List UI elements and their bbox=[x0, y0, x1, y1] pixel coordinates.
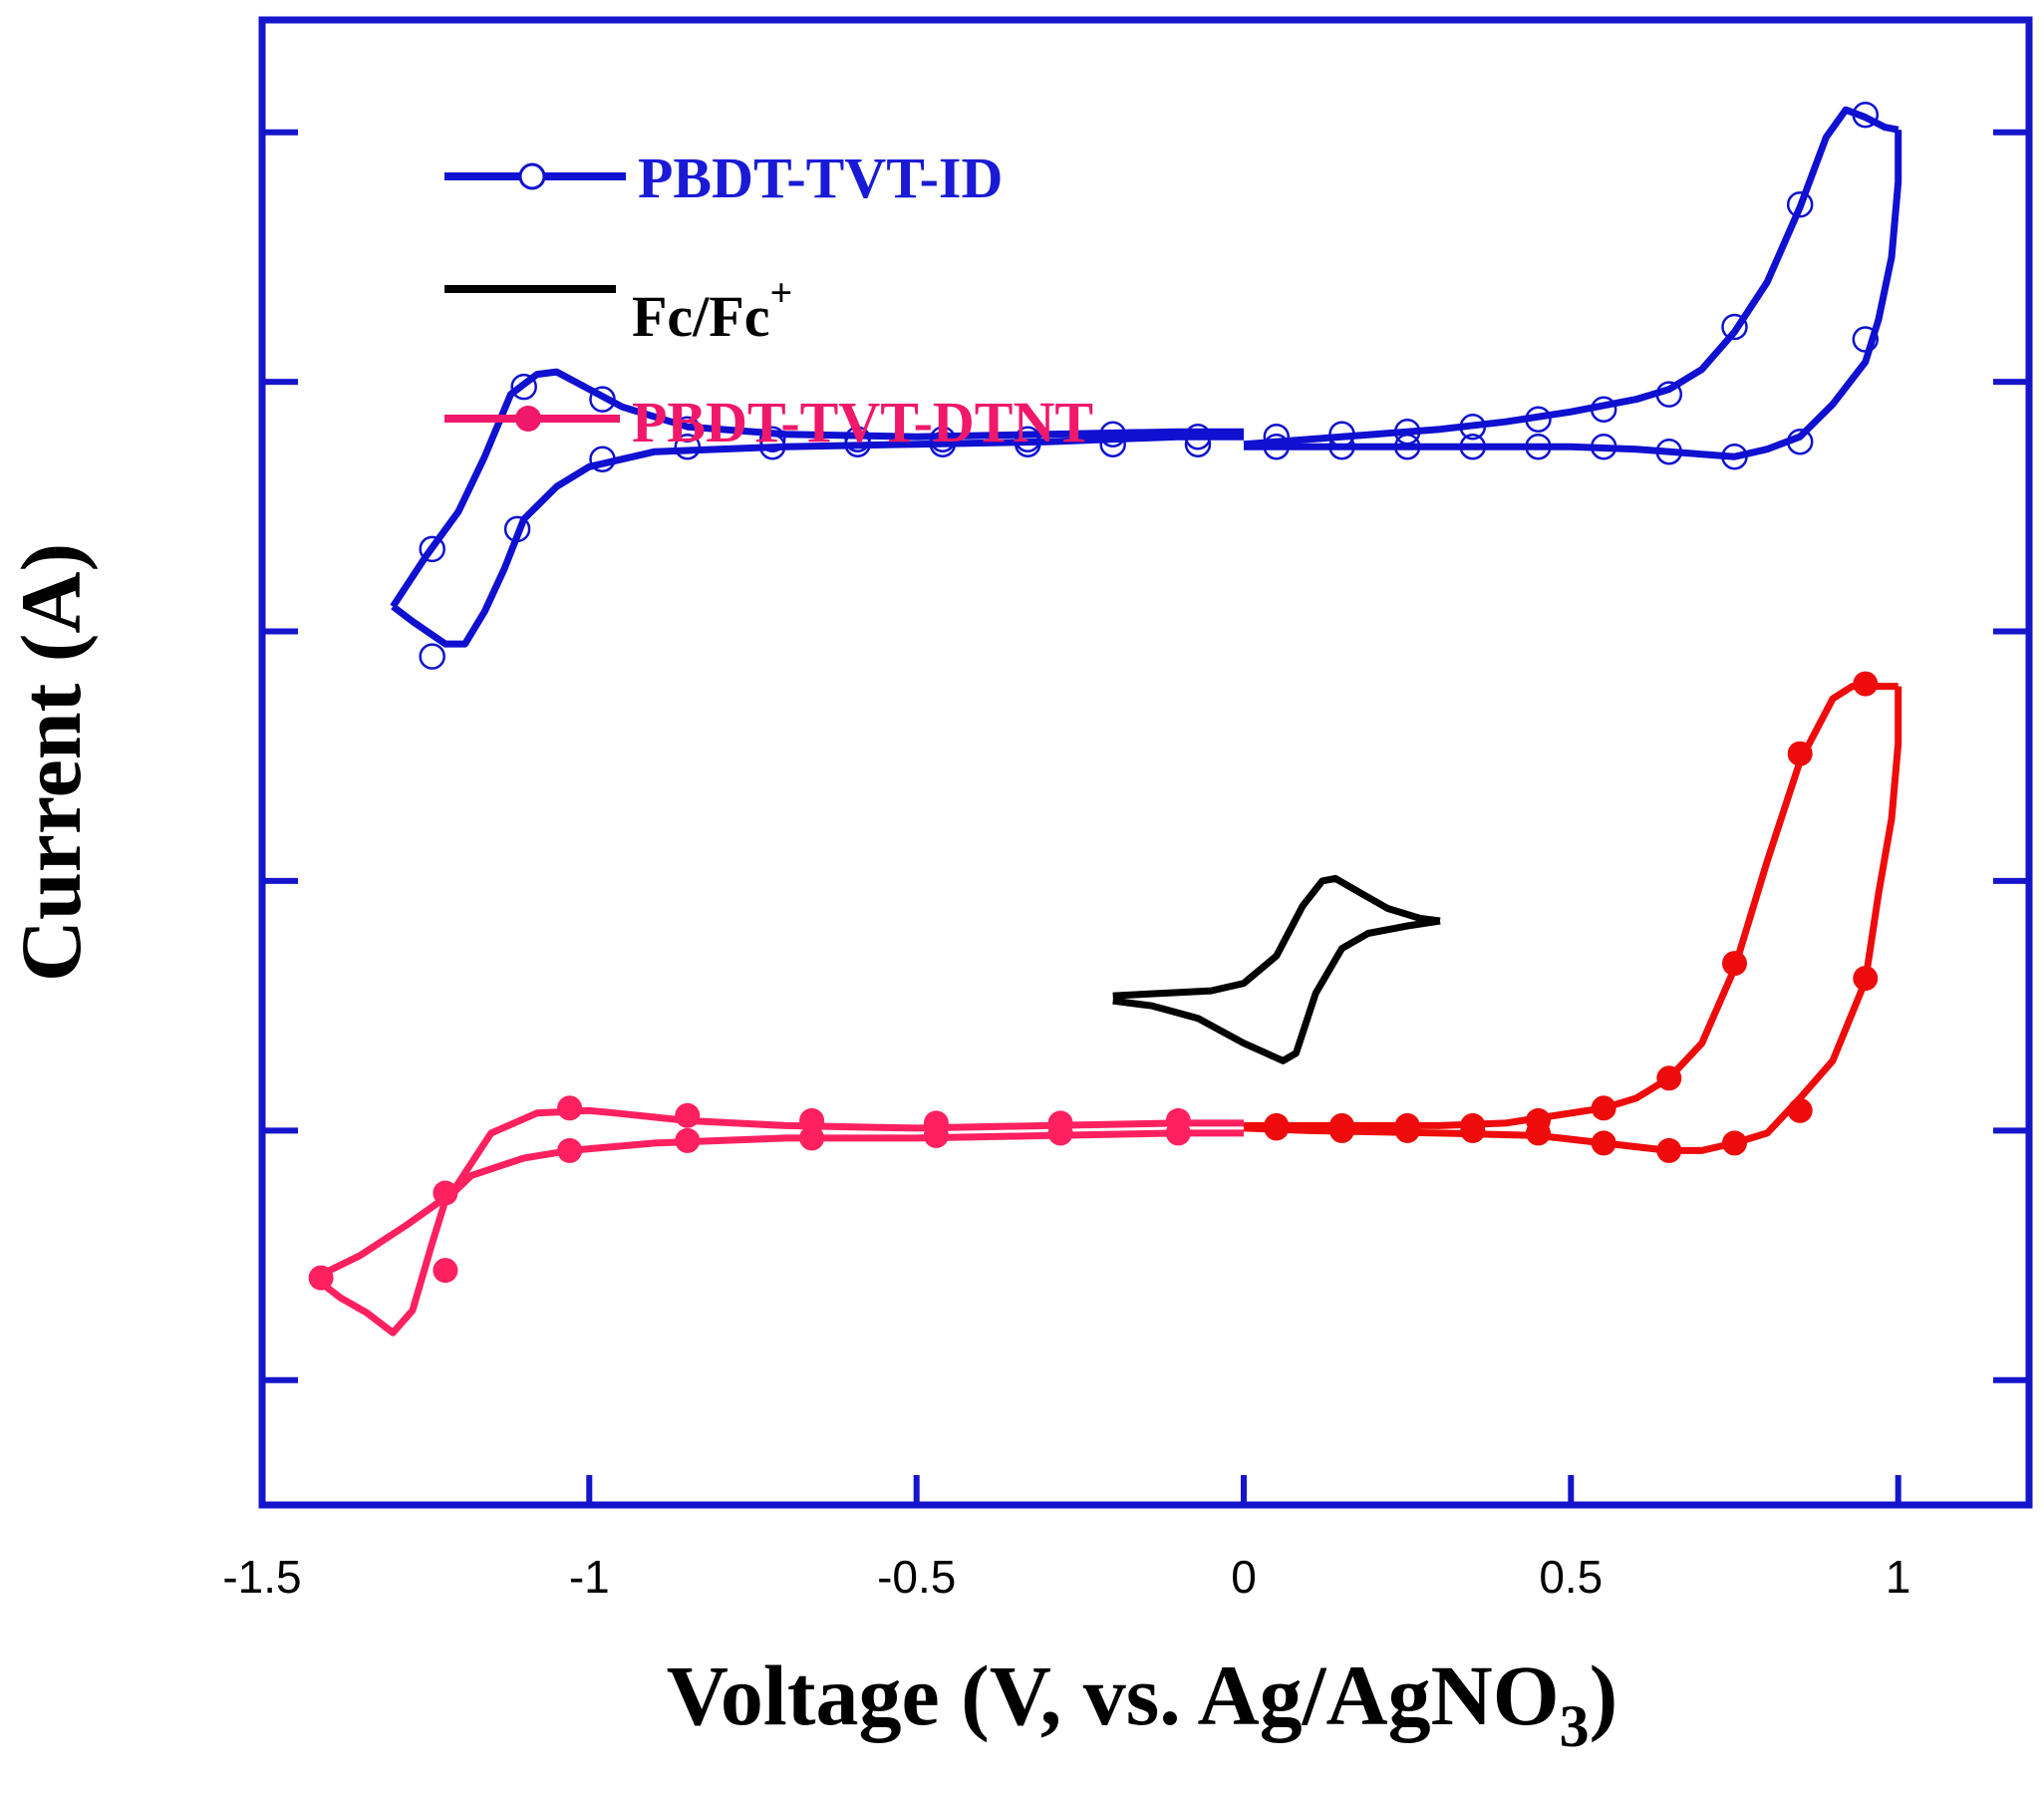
series-line-pbdt-tvt-id-4 bbox=[391, 433, 1244, 648]
data-point-pbdt-tvt-dtnt-11 bbox=[1853, 966, 1879, 992]
data-point-pbdt-tvt-id-31 bbox=[419, 643, 445, 670]
data-point-pbdt-tvt-dtnt-16 bbox=[1526, 1120, 1551, 1146]
data-point-pbdt-tvt-dtnt-9 bbox=[1787, 741, 1813, 766]
data-point-pbdt-tvt-id-18 bbox=[1393, 433, 1421, 460]
data-point-pbdt-tvt-dtnt-10 bbox=[1853, 671, 1879, 697]
data-point-pbdt-tvt-id-6 bbox=[1590, 396, 1617, 423]
data-point-pbdt-tvt-dtnt-24 bbox=[799, 1107, 825, 1133]
data-point-pbdt-tvt-dtnt-14 bbox=[1656, 1137, 1682, 1163]
series-line-pbdt-tvt-dtnt-3 bbox=[312, 1106, 1244, 1282]
data-point-pbdt-tvt-dtnt-20 bbox=[1264, 1115, 1290, 1141]
data-point-pbdt-tvt-dtnt-34 bbox=[1047, 1120, 1073, 1146]
data-point-pbdt-tvt-id-40 bbox=[1184, 431, 1212, 457]
data-point-pbdt-tvt-dtnt-35 bbox=[1165, 1120, 1191, 1146]
data-point-pbdt-tvt-dtnt-6 bbox=[1591, 1095, 1616, 1121]
data-point-pbdt-tvt-id-8 bbox=[1721, 313, 1748, 341]
legend-entry-pbdt-tvt-dtnt: PBDT-TVT-DTNT bbox=[444, 390, 1093, 454]
data-point-pbdt-tvt-id-17 bbox=[1459, 433, 1487, 460]
legend: PBDT-TVT-ID Fc/Fc+ PBDT-TVT-DTNT bbox=[444, 146, 1093, 454]
data-point-pbdt-tvt-dtnt-32 bbox=[799, 1125, 825, 1151]
legend-label-fc-sup: + bbox=[769, 270, 792, 315]
data-point-pbdt-tvt-dtnt-15 bbox=[1591, 1130, 1616, 1156]
ticks-layer bbox=[259, 129, 2029, 1505]
data-point-pbdt-tvt-id-36 bbox=[844, 431, 871, 457]
legend-label-pbdt-tvt-dtnt: PBDT-TVT-DTNT bbox=[632, 390, 1093, 454]
data-point-pbdt-tvt-id-4 bbox=[1459, 413, 1487, 441]
x-tick-label-6: 1 bbox=[1886, 1551, 1911, 1603]
data-point-pbdt-tvt-dtnt-12 bbox=[1787, 1097, 1813, 1123]
legend-label-fc: Fc/Fc+ bbox=[632, 270, 792, 349]
data-point-pbdt-tvt-dtnt-7 bbox=[1656, 1065, 1682, 1091]
data-point-pbdt-tvt-dtnt-30 bbox=[557, 1137, 583, 1163]
data-point-pbdt-tvt-id-14 bbox=[1655, 438, 1683, 465]
legend-label-fc-main: Fc/Fc bbox=[632, 284, 769, 349]
data-point-pbdt-tvt-dtnt-13 bbox=[1722, 1130, 1747, 1156]
tick-labels-layer: -1.5 -1 -0.5 0 0.5 1 bbox=[222, 1551, 1910, 1603]
data-point-pbdt-tvt-dtnt-18 bbox=[1394, 1117, 1420, 1143]
data-point-pbdt-tvt-dtnt-31 bbox=[675, 1127, 701, 1153]
data-point-pbdt-tvt-id-2 bbox=[1328, 421, 1355, 448]
legend-entry-pbdt-tvt-id: PBDT-TVT-ID bbox=[444, 146, 1003, 210]
data-point-pbdt-tvt-id-1 bbox=[1263, 423, 1291, 450]
markers-layer bbox=[308, 101, 1880, 1291]
data-point-pbdt-tvt-id-39 bbox=[1099, 431, 1126, 457]
x-axis-title-subscript: 3 bbox=[1560, 1693, 1590, 1759]
data-point-pbdt-tvt-id-21 bbox=[1184, 423, 1212, 450]
data-point-pbdt-tvt-id-29 bbox=[510, 373, 537, 401]
data-point-pbdt-tvt-dtnt-26 bbox=[557, 1095, 583, 1121]
data-point-pbdt-tvt-id-37 bbox=[929, 431, 957, 457]
data-point-pbdt-tvt-id-26 bbox=[758, 426, 786, 452]
data-point-pbdt-tvt-dtnt-28 bbox=[308, 1265, 334, 1291]
series-line-pbdt-tvt-dtnt-2 bbox=[1243, 686, 1902, 1154]
data-point-pbdt-tvt-id-33 bbox=[589, 446, 616, 472]
series-line-fc-fc-1 bbox=[1112, 874, 1441, 1000]
data-point-pbdt-tvt-dtnt-27 bbox=[433, 1180, 458, 1206]
data-point-pbdt-tvt-dtnt-19 bbox=[1329, 1117, 1354, 1143]
data-point-pbdt-tvt-id-20 bbox=[1263, 433, 1291, 460]
x-tick-label-5: 0.5 bbox=[1539, 1551, 1603, 1603]
data-point-pbdt-tvt-dtnt-8 bbox=[1722, 951, 1747, 977]
x-tick-label-1: -1.5 bbox=[222, 1551, 301, 1603]
data-point-pbdt-tvt-id-30 bbox=[419, 535, 445, 563]
y-axis-title: Current (A) bbox=[3, 543, 99, 982]
legend-marker-pbdt-tvt-id bbox=[518, 162, 546, 190]
data-point-pbdt-tvt-dtnt-17 bbox=[1460, 1117, 1486, 1143]
x-axis-title-close: ) bbox=[1590, 1647, 1618, 1743]
data-point-pbdt-tvt-id-22 bbox=[1099, 421, 1126, 448]
series-line-pbdt-tvt-dtnt-4 bbox=[312, 1129, 1244, 1337]
data-point-pbdt-tvt-id-19 bbox=[1328, 433, 1355, 460]
data-point-pbdt-tvt-id-15 bbox=[1590, 433, 1617, 460]
legend-entry-fc: Fc/Fc+ bbox=[444, 270, 792, 349]
data-point-pbdt-tvt-id-7 bbox=[1655, 381, 1683, 408]
data-point-pbdt-tvt-dtnt-33 bbox=[923, 1122, 949, 1148]
x-axis-title-main: Voltage (V, vs. Ag/AgNO bbox=[667, 1647, 1560, 1743]
data-point-pbdt-tvt-id-13 bbox=[1721, 443, 1748, 470]
data-point-pbdt-tvt-id-34 bbox=[674, 433, 702, 460]
data-point-pbdt-tvt-dtnt-25 bbox=[675, 1102, 701, 1128]
data-point-pbdt-tvt-id-11 bbox=[1852, 326, 1880, 353]
plot-frame bbox=[258, 16, 2033, 1509]
data-point-pbdt-tvt-id-38 bbox=[1015, 431, 1041, 457]
x-tick-label-4: 0 bbox=[1231, 1551, 1257, 1603]
data-point-pbdt-tvt-id-12 bbox=[1786, 428, 1814, 455]
data-point-pbdt-tvt-id-5 bbox=[1525, 406, 1552, 433]
data-point-pbdt-tvt-id-32 bbox=[503, 515, 531, 543]
data-point-pbdt-tvt-id-9 bbox=[1786, 191, 1814, 218]
series-line-fc-fc-2 bbox=[1112, 917, 1441, 1064]
x-tick-label-3: -0.5 bbox=[877, 1551, 956, 1603]
data-point-pbdt-tvt-id-35 bbox=[758, 433, 786, 460]
x-axis-title: Voltage (V, vs. Ag/AgNO3) bbox=[667, 1647, 1618, 1759]
data-point-pbdt-tvt-id-10 bbox=[1852, 101, 1880, 129]
legend-label-pbdt-tvt-id: PBDT-TVT-ID bbox=[638, 146, 1003, 210]
data-point-pbdt-tvt-id-3 bbox=[1393, 418, 1421, 446]
data-point-pbdt-tvt-id-27 bbox=[674, 416, 702, 443]
x-tick-label-2: -1 bbox=[569, 1551, 610, 1603]
data-point-pbdt-tvt-id-28 bbox=[589, 386, 616, 413]
series-line-pbdt-tvt-id-3 bbox=[390, 368, 1244, 609]
legend-marker-pbdt-tvt-dtnt bbox=[515, 406, 541, 432]
data-point-pbdt-tvt-dtnt-29 bbox=[433, 1258, 458, 1284]
data-point-pbdt-tvt-id-16 bbox=[1525, 433, 1552, 460]
